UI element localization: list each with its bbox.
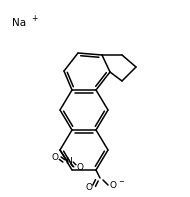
Text: N: N <box>65 157 71 166</box>
Text: O: O <box>86 183 93 192</box>
Text: O: O <box>109 181 116 190</box>
Text: Na: Na <box>12 18 26 28</box>
Text: −: − <box>118 179 124 185</box>
Text: O: O <box>51 152 59 162</box>
Text: +: + <box>31 14 37 23</box>
Text: O: O <box>77 163 83 172</box>
